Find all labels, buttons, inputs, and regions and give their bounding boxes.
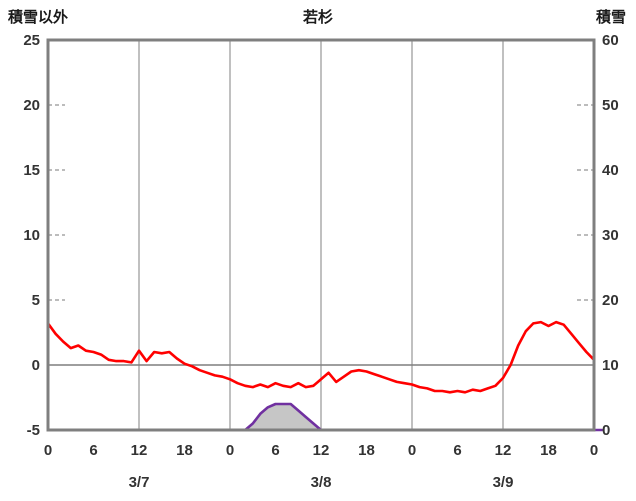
right-axis-tick-label: 10 — [602, 357, 619, 374]
x-tick-label: 12 — [495, 442, 512, 459]
x-day-label: 3/7 — [129, 474, 150, 491]
right-axis-tick-label: 40 — [602, 162, 619, 179]
right-axis-tick-label: 0 — [602, 422, 610, 439]
snow-depth-fill — [48, 404, 602, 430]
snow-depth-line — [46, 402, 603, 432]
left-axis-tick-label: 20 — [23, 97, 40, 114]
x-tick-label: 18 — [540, 442, 557, 459]
x-tick-label: 12 — [131, 442, 148, 459]
x-tick-label: 6 — [271, 442, 279, 459]
x-day-label: 3/9 — [493, 474, 514, 491]
right-axis-title: 積雪 — [595, 9, 626, 26]
x-tick-label: 6 — [89, 442, 97, 459]
left-axis-title: 積雪以外 — [8, 9, 69, 26]
temperature-line — [46, 320, 596, 394]
right-axis-tick-label: 50 — [602, 97, 619, 114]
x-tick-label: 0 — [590, 442, 598, 459]
x-tick-label: 0 — [44, 442, 52, 459]
x-tick-label: 18 — [358, 442, 375, 459]
x-tick-label: 0 — [226, 442, 234, 459]
left-axis-tick-label: 5 — [32, 292, 40, 309]
left-axis-tick-label: 25 — [23, 32, 40, 49]
left-axis-tick-label: 15 — [23, 162, 40, 179]
plot-border — [46, 38, 596, 432]
x-tick-label: 18 — [176, 442, 193, 459]
chart-title: 若杉 — [302, 9, 333, 26]
left-axis-tick-label: 0 — [32, 357, 40, 374]
chart-header: 積雪以外 若杉 積雪 — [0, 6, 636, 32]
left-axis-tick-label: 10 — [23, 227, 40, 244]
left-axis-tick-label: -5 — [27, 422, 40, 439]
x-day-label: 3/8 — [311, 474, 332, 491]
right-axis-tick-label: 20 — [602, 292, 619, 309]
right-axis-tick-label: 30 — [602, 227, 619, 244]
x-tick-label: 6 — [453, 442, 461, 459]
x-tick-label: 0 — [408, 442, 416, 459]
x-tick-label: 12 — [313, 442, 330, 459]
right-axis-tick-label: 60 — [602, 32, 619, 49]
